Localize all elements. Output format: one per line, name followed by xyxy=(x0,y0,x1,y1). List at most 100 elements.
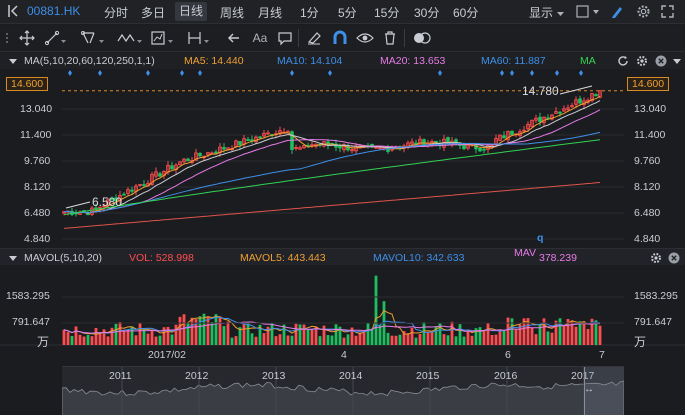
volume-bar xyxy=(598,325,602,345)
text-tool[interactable]: Aa xyxy=(252,31,268,45)
eraser-icon[interactable] xyxy=(306,29,322,47)
volume-bar xyxy=(130,327,134,345)
expand-caret-icon[interactable] xyxy=(672,56,682,66)
candle xyxy=(130,189,134,192)
trash-icon[interactable] xyxy=(382,29,398,47)
candle xyxy=(370,143,374,147)
volume-bar xyxy=(226,321,230,345)
wave-tool-icon[interactable] xyxy=(116,29,144,47)
candle xyxy=(126,189,130,194)
crosshair-tool-icon[interactable] xyxy=(16,29,38,47)
arrow-left-icon[interactable] xyxy=(226,29,242,47)
display-dropdown[interactable]: 显示 xyxy=(529,4,565,21)
pen-icon[interactable] xyxy=(610,4,624,22)
chart-tool-icon[interactable] xyxy=(150,29,176,47)
candle xyxy=(274,133,278,136)
candle xyxy=(570,105,574,108)
volume-bar xyxy=(446,335,450,345)
event-marker xyxy=(510,70,514,76)
volume-bar xyxy=(386,332,390,345)
settings-icon[interactable] xyxy=(636,4,651,22)
tab-15min[interactable]: 15分 xyxy=(374,6,400,20)
candle xyxy=(530,119,534,127)
ma-indicator-title[interactable]: MA(5,10,20,60,120,250,1,1) xyxy=(24,55,155,67)
candle xyxy=(474,144,478,150)
candle xyxy=(78,211,82,215)
volume-bar xyxy=(242,321,246,345)
comment-icon[interactable] xyxy=(277,29,293,47)
tab-weekly[interactable]: 周线 xyxy=(220,6,245,20)
magnet-icon[interactable] xyxy=(332,29,348,47)
x-axis-label: 4 xyxy=(341,349,347,361)
tab-5min[interactable]: 5分 xyxy=(338,6,357,20)
tab-30min[interactable]: 30分 xyxy=(414,6,440,20)
volume-bar xyxy=(150,329,154,345)
volume-bar xyxy=(98,332,102,345)
navigator-window[interactable] xyxy=(584,367,624,415)
volume-bar xyxy=(398,334,402,345)
tab-monthly[interactable]: 月线 xyxy=(258,6,283,20)
tab-60min[interactable]: 60分 xyxy=(453,6,479,20)
tab-intraday[interactable]: 分时 xyxy=(104,6,129,20)
candle xyxy=(482,148,486,151)
candle xyxy=(322,141,326,147)
candle xyxy=(374,146,378,149)
candle xyxy=(226,147,230,150)
volume-bar xyxy=(322,325,326,345)
q-marker[interactable]: q xyxy=(537,232,544,244)
volume-bar xyxy=(174,324,178,345)
tab-1min[interactable]: 1分 xyxy=(300,6,319,20)
candle xyxy=(178,161,182,166)
candle xyxy=(382,147,386,150)
tab-daily[interactable]: 日线 xyxy=(175,2,208,21)
time-navigator[interactable]: 2011 2012 2013 2014 2015 2016 2017 ↔ xyxy=(62,366,624,415)
settings-icon[interactable] xyxy=(636,55,648,67)
settings-icon[interactable] xyxy=(650,252,662,264)
low-pointer xyxy=(65,201,91,209)
candle xyxy=(554,111,558,114)
candle xyxy=(62,211,66,214)
mavol5-value: MAVOL5: 443.443 xyxy=(240,252,326,264)
candle xyxy=(442,138,446,148)
volume-bar xyxy=(442,334,446,345)
event-marker xyxy=(180,70,184,76)
volume-bar xyxy=(134,335,138,345)
volume-bar xyxy=(522,318,526,345)
close-icon[interactable] xyxy=(668,252,680,264)
volume-bar xyxy=(494,334,498,345)
candle xyxy=(462,144,466,150)
candle xyxy=(454,139,458,145)
volume-bar xyxy=(482,330,486,345)
candle xyxy=(510,130,514,136)
navigator-handle-icon[interactable]: ↔ xyxy=(584,384,594,395)
tab-multi-day[interactable]: 多日 xyxy=(141,6,166,20)
volume-bar xyxy=(354,335,358,345)
volume-indicator-title[interactable]: MAVOL(5,10,20) xyxy=(24,252,103,264)
candle xyxy=(302,144,306,149)
ma250-line xyxy=(63,182,601,229)
refresh-icon[interactable] xyxy=(617,55,629,67)
high-pointer xyxy=(559,85,593,95)
fibonacci-tool-icon[interactable] xyxy=(186,29,214,47)
close-icon[interactable] xyxy=(655,55,667,67)
symbol-code[interactable]: 00881.HK xyxy=(27,4,81,18)
volume-bar xyxy=(486,322,490,345)
fullscreen-icon[interactable] xyxy=(660,4,675,22)
candle xyxy=(74,212,78,215)
eye-icon[interactable] xyxy=(356,29,374,47)
volume-bar xyxy=(218,316,222,345)
volume-bar xyxy=(462,336,466,345)
volume-bar xyxy=(94,328,98,345)
candle xyxy=(418,138,422,146)
line-tool-icon[interactable] xyxy=(44,29,68,47)
collapse-caret-icon[interactable] xyxy=(8,56,18,66)
candle xyxy=(538,116,542,123)
volume-bar xyxy=(562,325,566,345)
volume-bar xyxy=(70,335,74,345)
toggle-icon[interactable] xyxy=(412,29,432,47)
square-icon[interactable] xyxy=(576,5,600,21)
collapse-caret-icon[interactable] xyxy=(8,253,18,263)
collapse-icon[interactable] xyxy=(6,3,20,22)
volume-bar xyxy=(318,336,322,345)
channel-tool-icon[interactable] xyxy=(80,29,106,47)
